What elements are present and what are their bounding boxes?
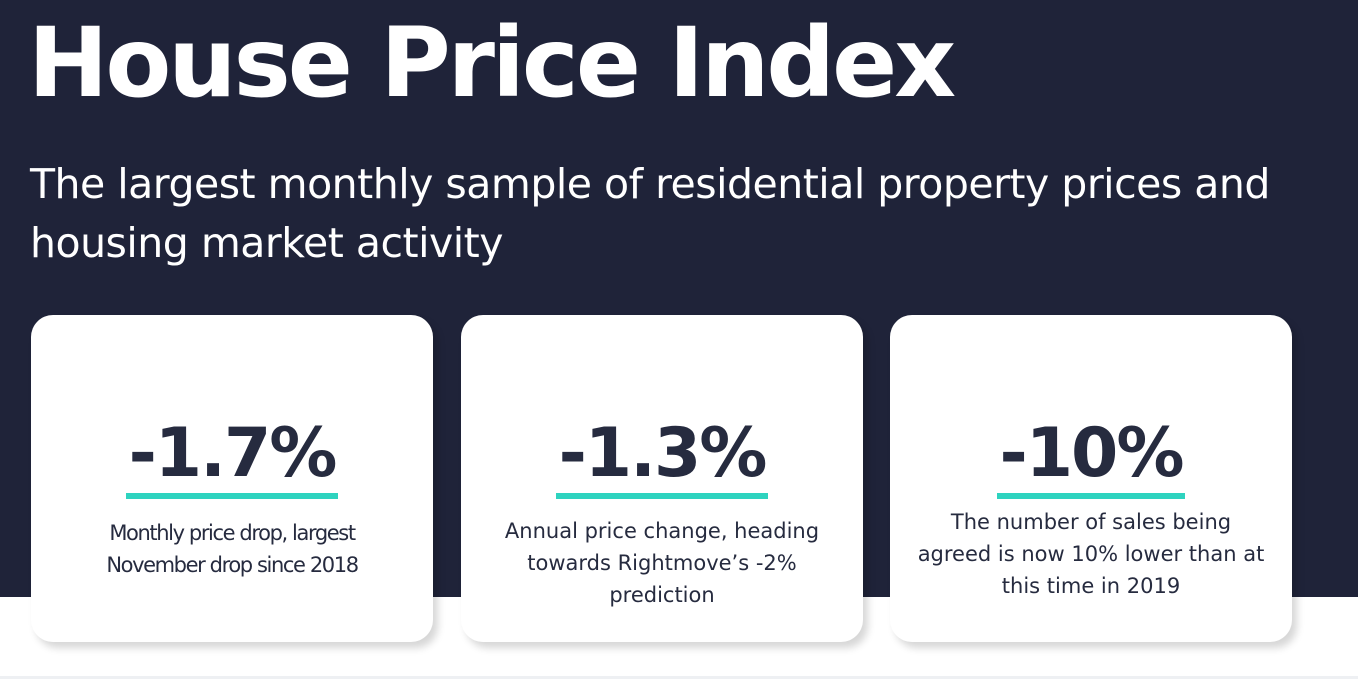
- stat-card-annual-change: -1.3% Annual price change, heading towar…: [461, 315, 863, 642]
- stat-container: -1.3%: [461, 415, 863, 499]
- stat-value: -10%: [996, 415, 1186, 499]
- stat-container: -1.7%: [31, 415, 433, 499]
- stat-caption: The number of sales being agreed is now …: [917, 510, 1265, 598]
- page-title: House Price Index: [28, 7, 956, 119]
- page-subtitle: The largest monthly sample of residentia…: [30, 160, 1270, 267]
- stat-container: -10%: [890, 415, 1292, 499]
- stat-caption: Monthly price drop, largest November dro…: [106, 521, 359, 577]
- stat-value: -1.3%: [555, 415, 769, 499]
- stat-value: -1.7%: [125, 415, 339, 499]
- bottom-divider: [0, 676, 1358, 679]
- stat-card-sales-agreed: -10% The number of sales being agreed is…: [890, 315, 1292, 642]
- stat-card-monthly-change: -1.7% Monthly price drop, largest Novemb…: [31, 315, 433, 642]
- stat-caption: Annual price change, heading towards Rig…: [504, 519, 820, 607]
